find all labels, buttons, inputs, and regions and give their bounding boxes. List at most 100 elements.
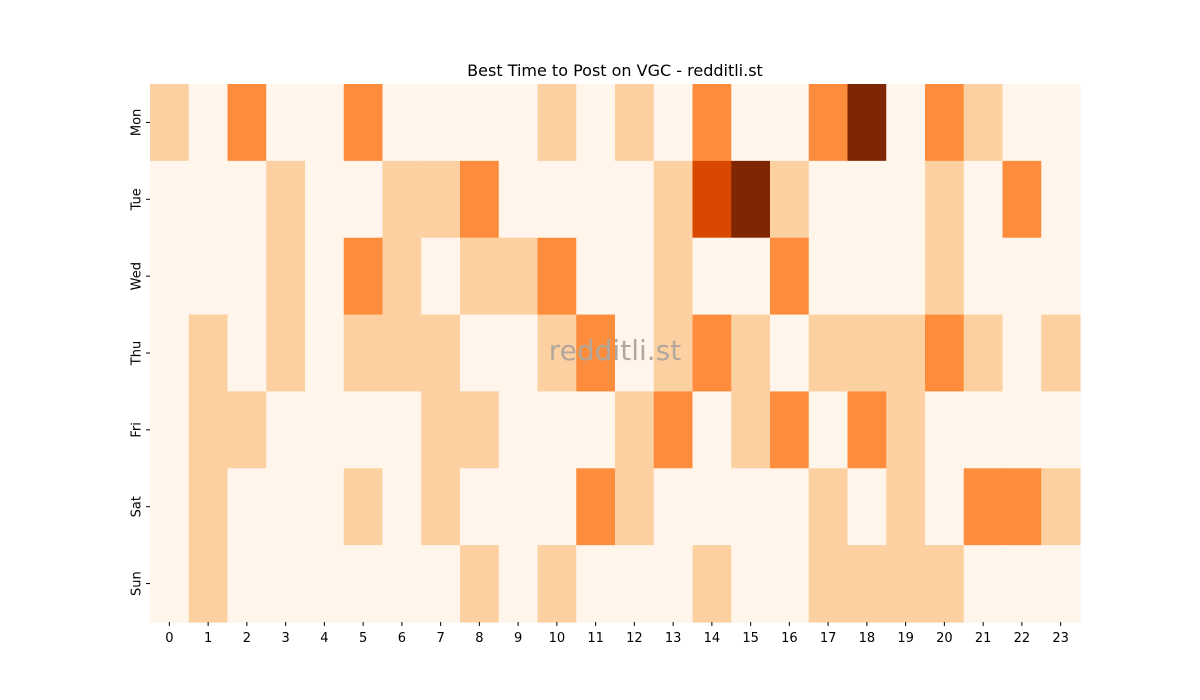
x-tick-label: 7 xyxy=(436,631,444,646)
heatmap-cell-mon-17 xyxy=(808,84,849,162)
heatmap-cell-wed-18 xyxy=(847,237,887,316)
y-tick-label: Fri xyxy=(130,422,145,438)
heatmap-cell-sun-1 xyxy=(188,545,229,623)
watermark-text: redditli.st xyxy=(549,334,681,367)
y-tick-label: Thu xyxy=(130,341,145,366)
heatmap-cell-thu-5 xyxy=(343,314,384,393)
heatmap-cell-wed-17 xyxy=(808,237,849,316)
heatmap-cell-tue-0 xyxy=(150,160,190,239)
heatmap-cell-mon-14 xyxy=(692,84,732,162)
heatmap-cell-thu-19 xyxy=(886,314,926,393)
heatmap-cell-sat-15 xyxy=(731,468,771,546)
heatmap-cell-thu-22 xyxy=(1002,314,1042,393)
heatmap-cell-fri-14 xyxy=(692,391,732,469)
heatmap-cell-sat-10 xyxy=(537,468,577,546)
y-tick-label: Sun xyxy=(130,571,145,596)
y-tick-label: Sat xyxy=(130,496,145,517)
heatmap-cell-mon-13 xyxy=(653,84,694,162)
heatmap-cell-sat-2 xyxy=(227,468,267,546)
x-tick-label: 0 xyxy=(165,631,173,646)
heatmap-cell-thu-16 xyxy=(770,314,810,393)
heatmap-cell-fri-23 xyxy=(1041,391,1081,469)
heatmap-cell-wed-12 xyxy=(615,237,655,316)
y-tick-label: Wed xyxy=(130,262,145,290)
heatmap-cell-sat-20 xyxy=(925,468,965,546)
heatmap-cell-thu-17 xyxy=(808,314,849,393)
heatmap-cell-thu-3 xyxy=(266,314,306,393)
heatmap-cell-sat-6 xyxy=(382,468,422,546)
heatmap-cell-tue-21 xyxy=(963,160,1004,239)
heatmap-cell-fri-22 xyxy=(1002,391,1042,469)
x-tick-label: 23 xyxy=(1052,631,1069,646)
heatmap-cell-tue-3 xyxy=(266,160,306,239)
x-tick-label: 12 xyxy=(626,631,643,646)
heatmap-cell-tue-11 xyxy=(576,160,616,239)
x-tick-label: 3 xyxy=(281,631,289,646)
heatmap-cell-sun-5 xyxy=(343,545,384,623)
heatmap-cell-sun-6 xyxy=(382,545,422,623)
heatmap-cell-fri-18 xyxy=(847,391,887,469)
x-axis: 0 1 2 3 4 5 6 7 8 9 10 11 12 13 14 15 16 17 18 19 20 21 22 23 xyxy=(165,622,1069,646)
heatmap-cell-sun-20 xyxy=(925,545,965,623)
heatmap-cell-sun-13 xyxy=(653,545,694,623)
heatmap-cell-mon-4 xyxy=(305,84,345,162)
heatmap-cell-mon-3 xyxy=(266,84,306,162)
heatmap-cell-thu-18 xyxy=(847,314,887,393)
heatmap-cell-wed-4 xyxy=(305,237,345,316)
heatmap-cell-mon-1 xyxy=(188,84,229,162)
heatmap-cell-sun-7 xyxy=(421,545,461,623)
heatmap-cell-tue-8 xyxy=(460,160,500,239)
heatmap-cell-wed-22 xyxy=(1002,237,1042,316)
heatmap-cell-sat-0 xyxy=(150,468,190,546)
heatmap-cell-thu-8 xyxy=(460,314,500,393)
heatmap-cell-thu-14 xyxy=(692,314,732,393)
heatmap-cell-wed-16 xyxy=(770,237,810,316)
heatmap-cell-mon-7 xyxy=(421,84,461,162)
heatmap-cell-mon-9 xyxy=(498,84,539,162)
heatmap-cell-sun-0 xyxy=(150,545,190,623)
heatmap-cell-wed-11 xyxy=(576,237,616,316)
heatmap-cell-sat-5 xyxy=(343,468,384,546)
heatmap-cell-wed-0 xyxy=(150,237,190,316)
heatmap-cell-fri-11 xyxy=(576,391,616,469)
heatmap-cell-wed-2 xyxy=(227,237,267,316)
heatmap-cell-sun-4 xyxy=(305,545,345,623)
heatmap-cell-sun-12 xyxy=(615,545,655,623)
heatmap-cell-sun-22 xyxy=(1002,545,1042,623)
x-tick-label: 19 xyxy=(897,631,914,646)
heatmap-cell-fri-20 xyxy=(925,391,965,469)
heatmap-cell-sun-17 xyxy=(808,545,849,623)
heatmap-cell-mon-22 xyxy=(1002,84,1042,162)
heatmap-cell-sun-3 xyxy=(266,545,306,623)
heatmap-cell-wed-6 xyxy=(382,237,422,316)
heatmap-cell-sun-9 xyxy=(498,545,539,623)
heatmap-cell-wed-13 xyxy=(653,237,694,316)
heatmap-cell-sat-3 xyxy=(266,468,306,546)
heatmap-cell-mon-20 xyxy=(925,84,965,162)
heatmap-cell-mon-11 xyxy=(576,84,616,162)
heatmap-cell-thu-1 xyxy=(188,314,229,393)
heatmap-cell-mon-8 xyxy=(460,84,500,162)
heatmap-cell-wed-5 xyxy=(343,237,384,316)
heatmap-cell-fri-16 xyxy=(770,391,810,469)
heatmap-cell-fri-10 xyxy=(537,391,577,469)
heatmap-cell-sat-7 xyxy=(421,468,461,546)
x-tick-label: 13 xyxy=(665,631,682,646)
heatmap-cell-wed-10 xyxy=(537,237,577,316)
heatmap-cell-wed-8 xyxy=(460,237,500,316)
heatmap-cell-wed-1 xyxy=(188,237,229,316)
heatmap-cell-tue-17 xyxy=(808,160,849,239)
heatmap-cell-wed-14 xyxy=(692,237,732,316)
heatmap-cell-thu-11 xyxy=(576,314,616,393)
heatmap-cell-tue-10 xyxy=(537,160,577,239)
heatmap-cell-sun-8 xyxy=(460,545,500,623)
heatmap-cell-sat-14 xyxy=(692,468,732,546)
heatmap-cell-tue-18 xyxy=(847,160,887,239)
x-tick-label: 6 xyxy=(398,631,406,646)
heatmap-cell-thu-9 xyxy=(498,314,539,393)
heatmap-cell-tue-13 xyxy=(653,160,694,239)
heatmap-cell-fri-13 xyxy=(653,391,694,469)
heatmap-cell-sun-10 xyxy=(537,545,577,623)
heatmap-cell-mon-19 xyxy=(886,84,926,162)
x-tick-label: 20 xyxy=(936,631,953,646)
